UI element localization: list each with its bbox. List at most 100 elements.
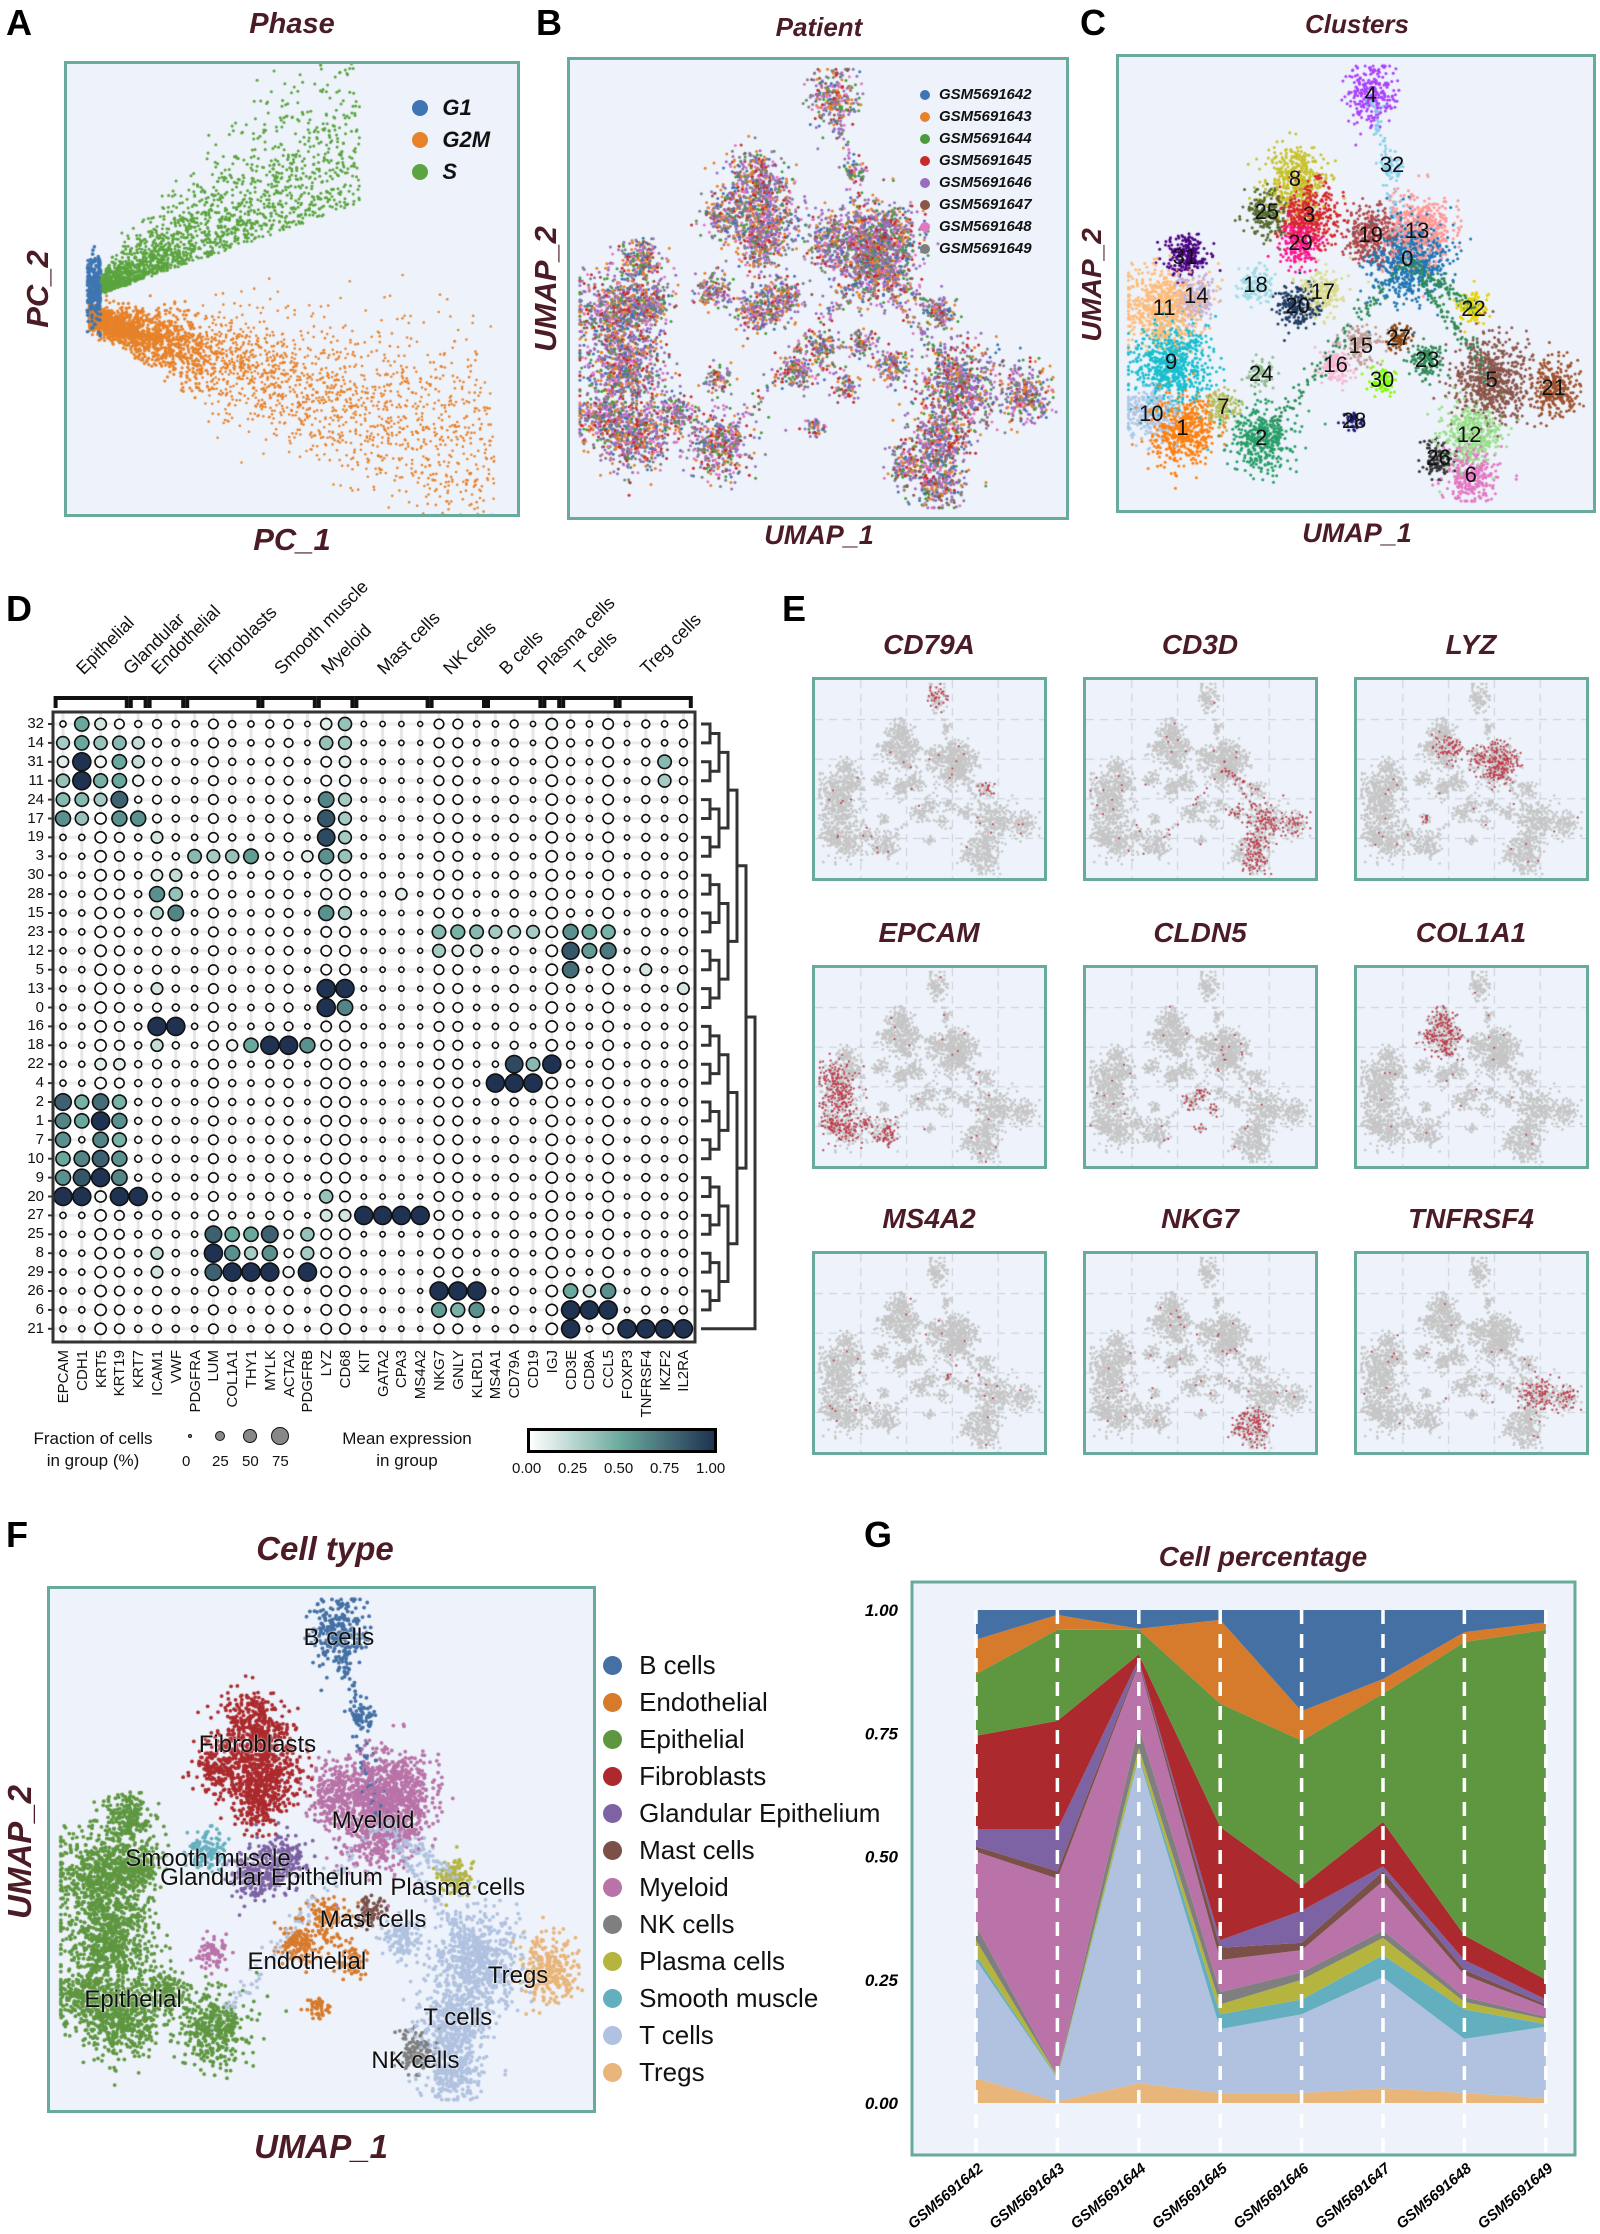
dot-18-cpa3 [397,1041,405,1049]
dot-8-ms4a1 [491,1249,500,1258]
dot-12-gata2 [379,947,387,955]
dot-18-ms4a1 [491,1041,500,1050]
dot-18-mylk [259,1035,280,1056]
dot-27-lyz [319,1208,333,1222]
dot-8-krt5 [94,1246,107,1260]
dot-30-cd19 [529,871,537,879]
dot-8-cd68 [339,1247,351,1260]
dot-6-epcam [59,1306,67,1314]
dot-1-ccl5 [602,1114,615,1127]
dot-5-cdh1 [77,965,86,974]
dot-17-thy1 [247,814,255,823]
dot-27-kit [353,1205,374,1226]
row-label-cluster-12: 12 [27,941,44,959]
dot-4-cpa3 [397,1079,405,1087]
dot-9-igj [545,1171,559,1184]
dot-28-foxp3 [623,890,631,898]
dot-31-cd8a [585,757,594,766]
dot-19-lum [207,831,219,843]
dot-4-cd8a [585,1079,594,1087]
dot-26-gata2 [379,1287,387,1295]
dot-11-pdgfrb [303,777,311,785]
gene-label-gnly: GNLY [449,1350,467,1390]
area-myeloid [976,1664,1546,2075]
dot-23-cpa3 [397,928,405,936]
dot-3-cpa3 [397,852,405,860]
category-bracket-t-cells [561,696,618,708]
dot-23-gata2 [379,928,387,936]
dot-29-nkg7 [433,1266,445,1278]
dot-6-krt7 [133,1305,143,1315]
dot-14-il2ra [678,738,689,748]
dot-8-col1a1 [223,1244,241,1262]
dot-26-ikzf2 [660,1287,669,1295]
dot-4-icam1 [151,1077,163,1089]
dot-16-tnfrsf4 [641,1021,651,1032]
colorbar [527,1428,717,1453]
dot-18-krt5 [94,1038,107,1052]
cluster-label-27: 27 [1386,325,1411,351]
dot-14-cd3e [565,738,576,748]
dot-8-pdgfra [190,1249,199,1258]
dot-1-lyz [320,1114,333,1127]
dot-6-lum [207,1304,219,1316]
dot-12-kit [360,947,368,955]
dot-27-cd79a [509,1210,519,1221]
dot-2-cd68 [339,1096,351,1108]
dot-2-ms4a1 [491,1098,500,1106]
category-bracket-nk-cells [429,696,486,708]
dot-1-acta2 [283,1115,294,1127]
dot-10-mylk [265,1153,275,1164]
dot-11-krt19 [111,772,128,789]
dot-2-cd3e [565,1097,576,1107]
dot-31-acta2 [283,756,294,767]
dot-2-cd8a [585,1098,594,1106]
dot-32-krt19 [113,718,125,730]
dot-0-pdgfra [190,1003,199,1012]
dot-17-cd8a [585,814,594,823]
dot-3-epcam [59,852,67,861]
dot-16-epcam [59,1022,67,1031]
dot-20-lum [207,1190,219,1203]
dot-21-cpa3 [397,1325,405,1333]
dot-13-tnfrsf4 [641,983,651,994]
dot-14-cd79a [509,738,519,748]
dot-20-igj [545,1190,559,1203]
fraction-legend-tick-75: 75 [272,1453,289,1470]
dot-31-cd19 [529,758,537,766]
dot-27-foxp3 [623,1211,631,1219]
legend-label: Endothelial [639,1687,768,1717]
dot-30-tnfrsf4 [641,870,651,880]
dot-12-gnly [451,944,465,958]
dot-20-krt19 [109,1186,130,1207]
dot-3-lyz [317,848,335,865]
dot-8-igj [545,1246,559,1260]
legend-label: S [442,159,458,184]
dot-14-ms4a1 [491,739,500,747]
dot-6-cd19 [529,1306,537,1314]
dot-29-mylk [259,1262,280,1282]
dot-19-cdh1 [77,833,86,842]
dot-3-krt5 [94,849,107,863]
dot-7-vwf [171,1135,181,1145]
dot-10-cd8a [585,1154,594,1163]
dot-30-col1a1 [227,870,237,880]
dot-20-klrd1 [472,1192,481,1201]
dot-13-il2ra [676,982,690,996]
dot-26-lum [207,1285,219,1297]
dot-28-vwf [168,886,184,902]
dot-23-cdh1 [77,928,86,936]
gene-label-krt19: KRT19 [111,1350,129,1397]
dot-24-ms4a1 [491,795,500,804]
fraction-legend-dot-25 [214,1430,226,1442]
patient-title: Patient [775,12,863,42]
dot-4-lum [207,1077,219,1089]
feature-scatter-points [815,968,1044,1166]
dot-16-cd19 [529,1022,537,1030]
dot-2-epcam [53,1092,73,1112]
gene-label-epcam: EPCAM [55,1350,72,1404]
dot-4-col1a1 [227,1078,237,1088]
dot-30-cd68 [339,869,351,882]
dot-2-ccl5 [602,1096,615,1108]
dot-13-cd68 [335,978,355,999]
